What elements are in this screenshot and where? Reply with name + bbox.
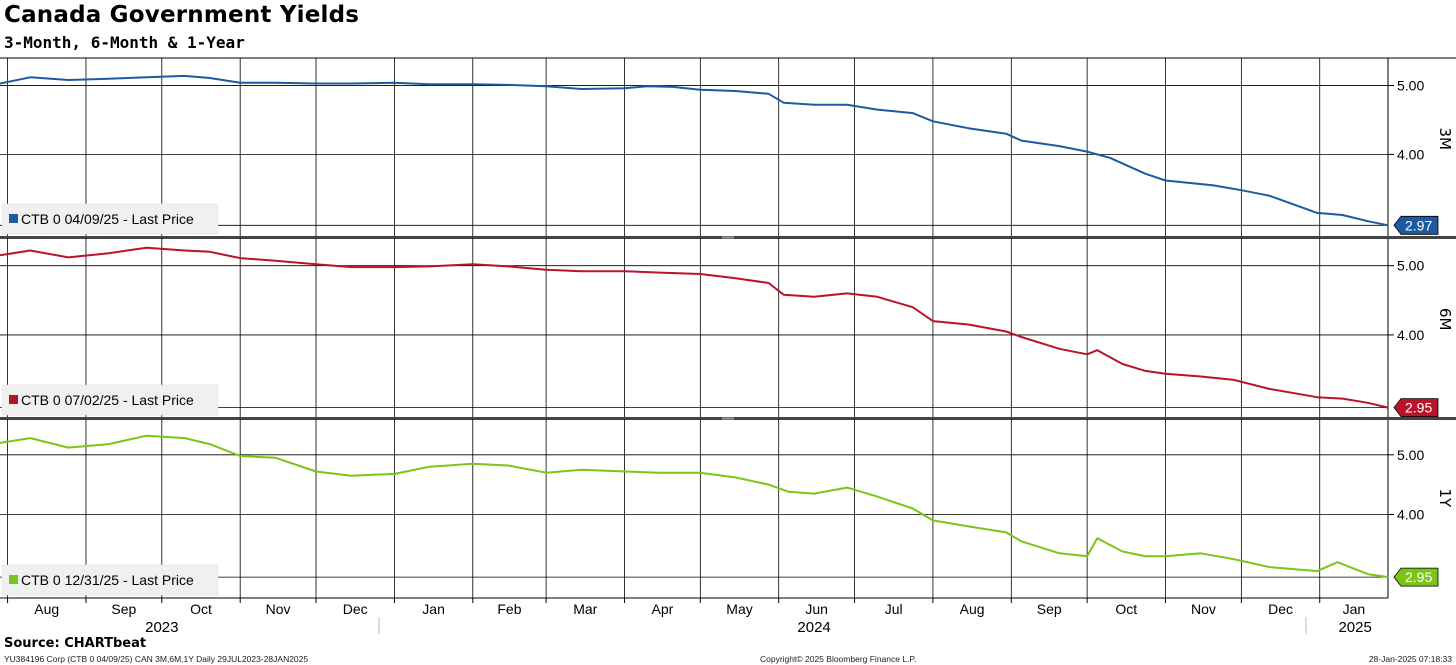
legend-swatch bbox=[9, 395, 18, 404]
chart-subtitle: 3-Month, 6-Month & 1-Year bbox=[4, 33, 245, 52]
x-tick-label: Aug bbox=[960, 601, 985, 617]
x-tick-label: May bbox=[726, 601, 752, 617]
x-tick-label: Jun bbox=[805, 601, 828, 617]
panel-axis-label: 6M bbox=[1436, 308, 1454, 331]
legend-label: CTB 0 12/31/25 - Last Price bbox=[21, 572, 194, 588]
last-value-badge bbox=[1393, 567, 1439, 587]
y-tick-label: 4.00 bbox=[1397, 506, 1424, 522]
x-tick-label: Oct bbox=[1115, 601, 1137, 617]
y-tick-label: 4.00 bbox=[1397, 327, 1424, 343]
x-tick-label: Nov bbox=[266, 601, 291, 617]
year-label: 2024 bbox=[797, 619, 830, 636]
x-tick-label: Jan bbox=[1343, 601, 1366, 617]
copyright-line: Copyright© 2025 Bloomberg Finance L.P. bbox=[760, 654, 917, 664]
x-tick-label: Aug bbox=[34, 601, 59, 617]
x-tick-label: Mar bbox=[573, 601, 597, 617]
x-tick-label: Nov bbox=[1191, 601, 1216, 617]
year-label: 2025 bbox=[1338, 619, 1371, 636]
chart-title: Canada Government Yields bbox=[4, 2, 360, 28]
last-value-badge bbox=[1393, 398, 1439, 418]
last-value-label: 2.97 bbox=[1405, 217, 1432, 233]
panel-axis-label: 3M bbox=[1436, 128, 1454, 151]
series-line-6m bbox=[0, 246, 1389, 409]
timestamp-line: 28-Jan-2025 07:18:33 bbox=[1368, 654, 1452, 664]
last-value-badge bbox=[1393, 215, 1439, 235]
panel-resize-handle bbox=[722, 417, 734, 420]
y-tick-label: 4.00 bbox=[1397, 146, 1424, 162]
legend-swatch bbox=[9, 575, 18, 584]
panel-resize-handle bbox=[722, 236, 734, 239]
panel-6m: 4.00 5.00 2.95 6M CTB 0 07/02/25 - Last Pric… bbox=[0, 238, 1456, 420]
y-tick-label: 5.00 bbox=[1397, 258, 1424, 274]
legend-label: CTB 0 04/09/25 - Last Price bbox=[21, 211, 194, 227]
series-line-3m bbox=[0, 74, 1389, 227]
legend-box bbox=[1, 564, 219, 596]
series-line-1y bbox=[0, 434, 1389, 579]
legend-box bbox=[1, 203, 219, 235]
y-tick-label: 5.00 bbox=[1397, 447, 1424, 463]
x-tick-label: Jul bbox=[885, 601, 903, 617]
y-tick-label: 5.00 bbox=[1397, 78, 1424, 94]
source-label: Source: CHARTbeat bbox=[4, 636, 147, 651]
panel-axis-label: 1Y bbox=[1436, 489, 1454, 509]
x-tick-label: Feb bbox=[497, 601, 521, 617]
legend-label: CTB 0 07/02/25 - Last Price bbox=[21, 392, 194, 408]
x-tick-label: Apr bbox=[651, 601, 673, 617]
year-label: 2023 bbox=[145, 619, 178, 636]
x-tick-label: Sep bbox=[111, 601, 136, 617]
legend-swatch bbox=[9, 214, 18, 223]
ticker-line: YU384196 Corp (CTB 0 04/09/25) CAN 3M,6M… bbox=[4, 654, 309, 664]
last-value-label: 2.95 bbox=[1405, 400, 1432, 416]
panel-1y: 4.00 5.00 2.95 1Y CTB 0 12/31/25 - Last Pric… bbox=[0, 419, 1454, 598]
x-tick-label: Dec bbox=[343, 601, 368, 617]
last-value-label: 2.95 bbox=[1405, 569, 1432, 585]
x-tick-label: Jan bbox=[422, 601, 445, 617]
legend-box bbox=[1, 384, 219, 416]
x-tick-label: Sep bbox=[1037, 601, 1062, 617]
x-tick-label: Oct bbox=[190, 601, 212, 617]
panel-3m: 4.00 5.00 2.97 3M CTB 0 04/09/25 - Last Pric… bbox=[0, 58, 1456, 239]
x-tick-label: Dec bbox=[1268, 601, 1293, 617]
